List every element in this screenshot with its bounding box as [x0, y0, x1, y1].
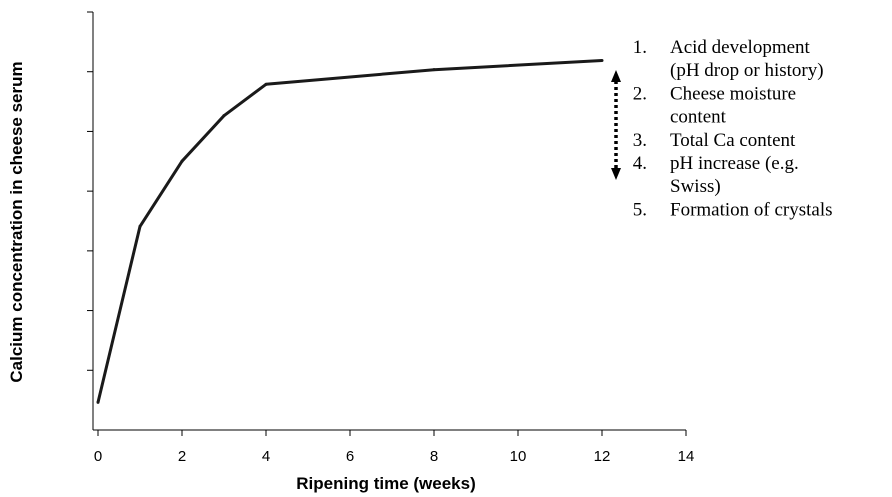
- series-line: [96, 59, 603, 403]
- x-tick-label: 6: [346, 448, 354, 465]
- x-tick-label: 8: [430, 448, 438, 465]
- note-text: Swiss): [670, 176, 721, 197]
- data-point: [222, 114, 226, 118]
- x-tick-label: 0: [94, 448, 102, 465]
- note-number: 5.: [633, 199, 647, 220]
- note-number: 1.: [633, 37, 647, 58]
- x-tick-label: 2: [178, 448, 186, 465]
- data-point: [96, 400, 100, 404]
- x-ticks: 0 2 4 6 8 10 12 14: [94, 430, 695, 465]
- y-ticks: [87, 11, 93, 371]
- note-text: (pH drop or history): [670, 60, 824, 81]
- note-number: 3.: [633, 130, 647, 151]
- data-point: [600, 58, 604, 62]
- arrow-head-down: [611, 168, 621, 180]
- data-point: [264, 82, 268, 86]
- data-point: [432, 68, 436, 72]
- note-text: content: [670, 107, 727, 128]
- x-tick-label: 4: [262, 448, 270, 465]
- axes: [92, 12, 686, 431]
- note-text: Total Ca content: [670, 130, 796, 151]
- data-point: [180, 159, 184, 163]
- note-text: Cheese moisture: [670, 83, 796, 104]
- note-text: pH increase (e.g.: [670, 153, 799, 174]
- x-axis-title: Ripening time (weeks): [296, 474, 475, 493]
- annotation: 1. Acid development(pH drop or history) 2.…: [611, 37, 833, 220]
- arrow-head-up: [611, 70, 621, 82]
- data-point: [138, 224, 142, 228]
- x-tick-label: 12: [594, 448, 611, 465]
- y-axis-title: Calcium concentration in cheese serum: [7, 61, 26, 382]
- x-tick-label: 10: [510, 448, 527, 465]
- double-headed-dotted-arrow-icon: [611, 70, 621, 180]
- note-text: Acid development: [670, 37, 811, 58]
- note-number: 4.: [633, 153, 647, 174]
- x-tick-label: 14: [678, 448, 695, 465]
- series: [96, 58, 604, 404]
- note-text: Formation of crystals: [670, 199, 833, 220]
- note-number: 2.: [633, 83, 647, 104]
- note-list: 1. Acid development(pH drop or history) 2.…: [633, 37, 833, 220]
